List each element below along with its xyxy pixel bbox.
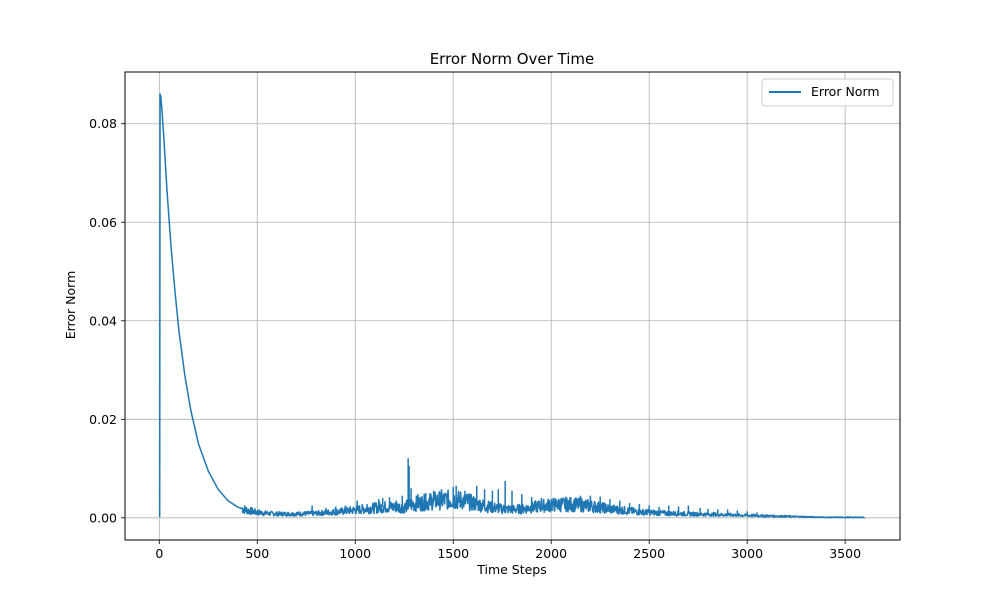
- y-axis-ticks: 0.00 0.02 0.04 0.06 0.08: [89, 116, 125, 525]
- y-tick-label: 0.02: [89, 412, 117, 427]
- legend-label: Error Norm: [811, 84, 880, 99]
- chart-title: Error Norm Over Time: [430, 50, 595, 68]
- y-tick-label: 0.06: [89, 215, 117, 230]
- legend-box: [761, 78, 894, 107]
- plot-frame: [124, 71, 901, 541]
- series-error-norm: [158, 93, 866, 519]
- x-axis-label: Time Steps: [476, 562, 547, 577]
- x-tick-label: 2500: [633, 546, 665, 561]
- y-tick-label: 0.00: [89, 510, 117, 525]
- x-tick-label: 3000: [731, 546, 763, 561]
- x-tick-label: 500: [245, 546, 269, 561]
- x-tick-label: 1500: [437, 546, 469, 561]
- x-axis-ticks: 0 500 1000 1500 2000 2500 3000 3500: [155, 540, 861, 561]
- series-line-error-norm: [158, 93, 866, 519]
- x-tick-label: 1000: [339, 546, 371, 561]
- x-tick-label: 2000: [535, 546, 567, 561]
- legend: Error Norm: [761, 78, 894, 107]
- grid-lines: [125, 72, 900, 540]
- y-axis-label: Error Norm: [63, 271, 78, 340]
- x-tick-label: 0: [155, 546, 163, 561]
- x-tick-label: 3500: [829, 546, 861, 561]
- y-tick-label: 0.04: [89, 313, 117, 328]
- y-tick-label: 0.08: [89, 116, 117, 131]
